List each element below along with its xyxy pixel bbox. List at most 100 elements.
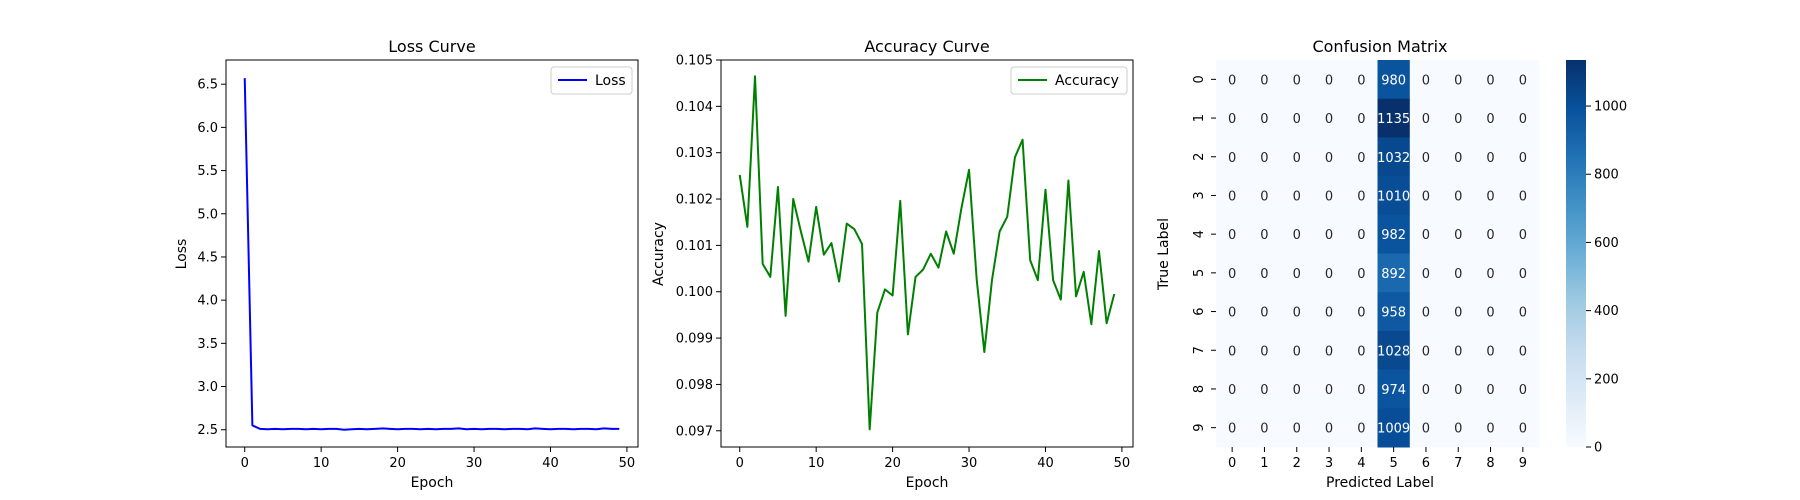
matrix-cell [1474,369,1508,409]
matrix-cell-value: 0 [1325,267,1333,282]
matrix-cell-value: 1135 [1377,112,1410,127]
accuracy-y-tick-label: 0.099 [676,332,713,347]
matrix-cell [1474,98,1508,138]
matrix-cell [1506,98,1540,138]
matrix-cell-value: 0 [1486,73,1494,88]
matrix-cell-value: 0 [1454,228,1462,243]
matrix-cell [1474,137,1508,177]
matrix-cell [1280,408,1314,448]
accuracy-y-tick-label: 0.098 [676,378,713,393]
matrix-cell [1377,60,1411,100]
matrix-cell-value: 0 [1422,151,1430,166]
matrix-cell [1280,214,1314,254]
loss-y-tick-label: 5.0 [197,207,218,222]
matrix-cell-value: 0 [1519,422,1527,437]
matrix-cell [1345,253,1378,293]
confusion-matrix-x-axis-label: Predicted Label [1326,475,1434,491]
matrix-cell-value: 982 [1381,228,1406,243]
matrix-cell [1409,98,1443,138]
matrix-cell-value: 0 [1293,422,1301,437]
matrix-cell-value: 0 [1422,189,1430,204]
matrix-cell [1506,137,1540,177]
matrix-cell-value: 0 [1422,344,1430,359]
matrix-cell [1409,214,1443,254]
accuracy-y-axis-label: Accuracy [651,222,667,286]
matrix-cell-value: 0 [1422,267,1430,282]
matrix-cell [1442,137,1475,177]
matrix-cell [1280,98,1314,138]
matrix-cell [1248,253,1282,293]
matrix-cell [1216,253,1249,293]
matrix-cell-value: 0 [1486,228,1494,243]
matrix-cell [1377,98,1411,138]
matrix-cell-value: 0 [1357,189,1365,204]
matrix-cell [1216,369,1249,409]
accuracy-x-tick-label: 0 [736,456,744,471]
matrix-x-tick-label: 3 [1325,456,1333,471]
matrix-y-tick-label: 3 [1192,191,1207,199]
matrix-cell [1442,330,1475,371]
matrix-cell [1506,369,1540,409]
accuracy-legend-box [1010,66,1128,95]
matrix-cell [1442,98,1475,138]
matrix-cell [1409,369,1443,409]
matrix-cell [1409,330,1443,371]
matrix-cell-value: 0 [1422,422,1430,437]
matrix-cell-value: 0 [1228,228,1236,243]
loss-y-tick-label: 4.5 [197,250,218,265]
matrix-cell-value: 0 [1260,344,1268,359]
matrix-cell [1409,408,1443,448]
matrix-cell-value: 0 [1293,112,1301,127]
accuracy-y-tick-label: 0.104 [676,100,713,115]
matrix-cell [1345,292,1378,332]
matrix-cell-value: 0 [1422,306,1430,321]
matrix-x-tick-label: 5 [1390,456,1398,471]
loss-legend: Loss [550,66,633,95]
matrix-cell-value: 0 [1519,73,1527,88]
matrix-cell [1216,176,1249,216]
matrix-cell-value: 0 [1260,73,1268,88]
accuracy-y-tick-label: 0.097 [676,424,713,439]
matrix-cell [1442,369,1475,409]
matrix-cell [1345,214,1378,254]
colorbar-tick-label: 1000 [1594,100,1627,115]
matrix-cell [1474,60,1508,100]
matrix-cell-value: 0 [1519,189,1527,204]
matrix-cell [1345,137,1378,177]
matrix-cell-value: 0 [1228,267,1236,282]
matrix-cell-value: 0 [1325,422,1333,437]
matrix-cell-value: 0 [1422,112,1430,127]
matrix-cell [1506,292,1540,332]
matrix-cell-value: 0 [1325,383,1333,398]
accuracy-y-tick-label: 0.105 [676,54,713,69]
matrix-y-tick-label: 2 [1192,153,1207,161]
loss-y-tick-label: 2.5 [197,423,218,438]
loss-y-tick-label: 6.0 [197,121,218,136]
accuracy-legend-label: Accuracy [1055,73,1119,89]
matrix-cell [1474,214,1508,254]
loss-series-line [243,78,620,431]
matrix-x-tick-label: 0 [1228,456,1236,471]
matrix-cell [1377,253,1411,293]
colorbar-tick-label: 0 [1594,441,1602,456]
loss-y-tick-label: 3.5 [197,337,218,352]
matrix-cell [1506,214,1540,254]
loss-x-tick-label: 50 [619,456,636,471]
matrix-cell-value: 0 [1486,344,1494,359]
matrix-cell [1345,98,1378,138]
matrix-cell [1248,369,1282,409]
matrix-y-tick-label: 0 [1192,75,1207,83]
matrix-cell-value: 0 [1293,267,1301,282]
confusion-matrix-y-axis-label: True Label [1156,218,1172,291]
loss-axes-frame [225,59,639,448]
confusion-matrix-chart: Confusion Matrix 0 0 0 0 0 980 0 0 0 00 0 0 0 0 1135 0 0… [1156,37,1627,491]
matrix-cell [1377,330,1411,371]
matrix-cell-value: 0 [1293,189,1301,204]
matrix-cell [1409,176,1443,216]
matrix-cell-value: 0 [1293,344,1301,359]
matrix-cell-value: 0 [1260,383,1268,398]
matrix-cell-value: 0 [1293,306,1301,321]
matrix-cell [1474,330,1508,371]
matrix-cell-value: 0 [1228,189,1236,204]
matrix-cell-value: 0 [1260,151,1268,166]
